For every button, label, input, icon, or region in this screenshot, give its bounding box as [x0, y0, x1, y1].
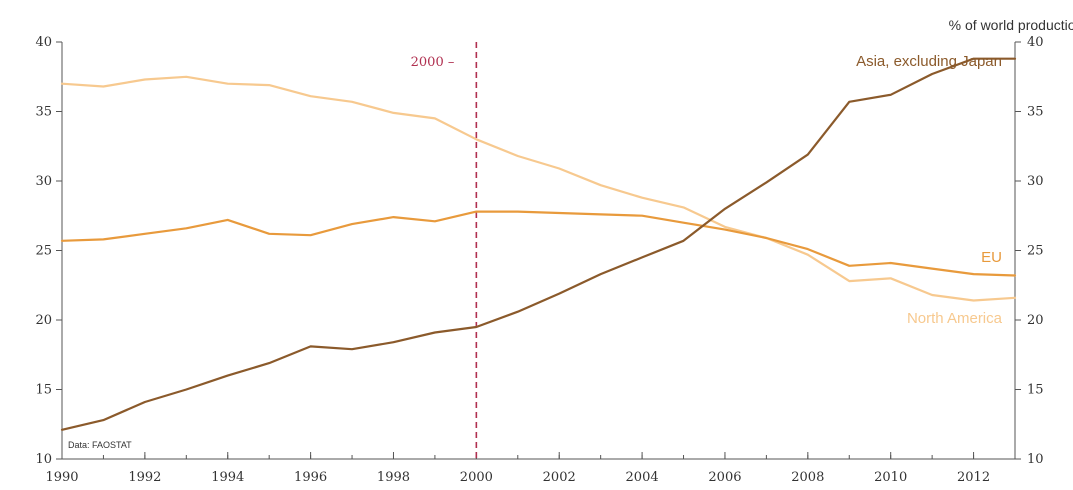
x-tick-label: 2010: [874, 470, 907, 485]
x-tick-label: 2002: [543, 470, 576, 485]
series-line-asia-excluding-japan: [60, 57, 1017, 431]
source-note: Data: FAOSTAT: [68, 440, 132, 450]
series-line-north-america: [60, 75, 1017, 302]
x-tick-label: 1992: [128, 470, 161, 485]
x-tick-label: 1998: [377, 470, 410, 485]
y-tick-label-right: 25: [1027, 244, 1044, 259]
x-tick-label: 2012: [957, 470, 990, 485]
y-tick-label-left: 25: [35, 244, 52, 259]
series-label-north-america: North America: [907, 310, 1003, 327]
y-tick-label-right: 15: [1027, 383, 1044, 398]
x-tick-label: 1994: [211, 470, 244, 485]
x-tick-label: 2008: [791, 470, 824, 485]
y-tick-label-left: 40: [35, 35, 52, 50]
x-tick-label: 2004: [626, 470, 659, 485]
y-axis-right: 10 15 20 25 30 35 40: [1015, 35, 1044, 467]
y-tick-label-right: 30: [1027, 174, 1044, 189]
y-tick-label-left: 10: [35, 452, 52, 467]
y-tick-label-right: 20: [1027, 313, 1044, 328]
series-lines: [60, 57, 1017, 431]
year-2000-label: 2000 –: [411, 55, 455, 70]
y-axis-left: 10 15 20 25 30 35 40: [35, 35, 62, 467]
year-2000-marker: 2000 –: [411, 42, 478, 459]
y-tick-label-left: 30: [35, 174, 52, 189]
y-axis-title: % of world production: [949, 17, 1073, 33]
y-tick-label-right: 40: [1027, 35, 1044, 50]
y-tick-label-left: 20: [35, 313, 52, 328]
y-tick-label-right: 10: [1027, 452, 1044, 467]
x-tick-label: 2000: [460, 470, 493, 485]
x-tick-label: 1990: [45, 470, 78, 485]
x-axis: 1990 1992 1994 1996 1998 2000 2002 2004 2006 2008…: [45, 452, 1016, 485]
plot-frame: [61, 42, 1016, 460]
y-tick-label-right: 35: [1027, 105, 1044, 120]
x-tick-label: 1996: [294, 470, 327, 485]
series-line-eu: [60, 210, 1017, 277]
y-tick-label-left: 35: [35, 105, 52, 120]
series-label-asia-excluding-japan: Asia, excluding Japan: [856, 53, 1002, 70]
series-label-eu: EU: [981, 249, 1002, 266]
y-tick-label-left: 15: [35, 383, 52, 398]
x-tick-label: 2006: [708, 470, 741, 485]
series-labels: Asia, excluding Japan EU North America: [856, 53, 1003, 327]
